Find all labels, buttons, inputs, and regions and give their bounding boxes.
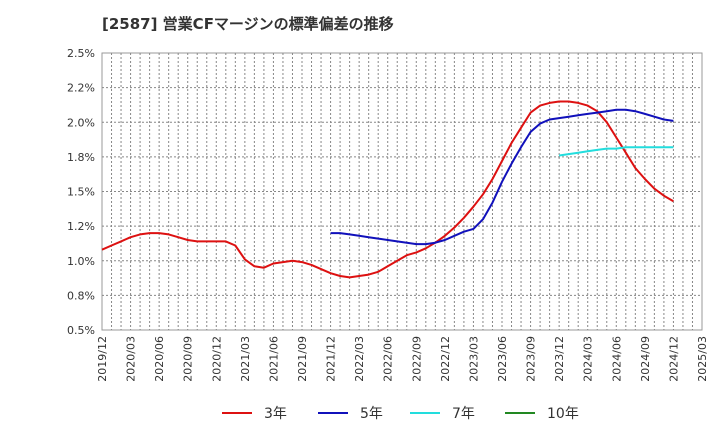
x-tick-label: 2024/06 bbox=[610, 336, 623, 382]
x-tick-label: 2022/06 bbox=[382, 336, 395, 382]
series-layer bbox=[101, 100, 674, 279]
x-tick-label: 2024/09 bbox=[639, 336, 652, 382]
x-tick-label: 2020/09 bbox=[182, 336, 195, 382]
x-tick-label: 2024/12 bbox=[667, 336, 680, 382]
y-tick-label: 2.0% bbox=[67, 116, 95, 129]
legend-label: 3年 bbox=[264, 406, 287, 422]
x-tick-label: 2021/06 bbox=[267, 336, 280, 382]
x-tick-label: 2023/09 bbox=[525, 336, 538, 382]
y-tick-label: 1.0% bbox=[67, 255, 95, 268]
series-line-0 bbox=[101, 100, 674, 279]
y-tick-label: 1.5% bbox=[67, 186, 95, 199]
y-tick-label: 2.2% bbox=[67, 82, 95, 95]
x-tick-label: 2024/03 bbox=[582, 336, 595, 382]
y-tick-label: 0.5% bbox=[67, 324, 95, 337]
x-tick-label: 2023/12 bbox=[553, 336, 566, 382]
x-tick-label: 2019/12 bbox=[96, 336, 109, 382]
y-tick-label: 1.8% bbox=[67, 151, 95, 164]
y-tick-label: 2.5% bbox=[67, 47, 95, 60]
chart-legend: 3年 5年 7年 10年 bbox=[222, 406, 579, 422]
x-tick-label: 2023/06 bbox=[496, 336, 509, 382]
series-line-2 bbox=[558, 146, 674, 157]
chart-title: [2587] 営業CFマージンの標準偏差の推移 bbox=[102, 15, 394, 33]
x-tick-label: 2020/03 bbox=[125, 336, 138, 382]
series-line-1 bbox=[330, 108, 674, 246]
x-tick-label: 2021/12 bbox=[325, 336, 338, 382]
x-tick-label: 2021/09 bbox=[296, 336, 309, 382]
x-tick-label: 2020/12 bbox=[210, 336, 223, 382]
legend-label: 5年 bbox=[360, 406, 383, 422]
x-tick-label: 2025/03 bbox=[696, 336, 709, 382]
axis-layer: 0.5% 0.8% 1.0% 1.2% 1.5% 1.8% 2.0% 2.2% 2.5% 2019… bbox=[67, 47, 709, 382]
legend-label: 7年 bbox=[452, 406, 475, 422]
x-tick-label: 2023/03 bbox=[467, 336, 480, 382]
x-tick-label: 2020/06 bbox=[153, 336, 166, 382]
x-tick-label: 2022/03 bbox=[353, 336, 366, 382]
legend-label: 10年 bbox=[547, 406, 579, 422]
x-tick-label: 2022/09 bbox=[410, 336, 423, 382]
grid-layer bbox=[101, 52, 703, 331]
x-tick-label: 2021/03 bbox=[239, 336, 252, 382]
x-tick-label: 2022/12 bbox=[439, 336, 452, 382]
y-tick-label: 1.2% bbox=[67, 220, 95, 233]
y-tick-label: 0.8% bbox=[67, 289, 95, 302]
